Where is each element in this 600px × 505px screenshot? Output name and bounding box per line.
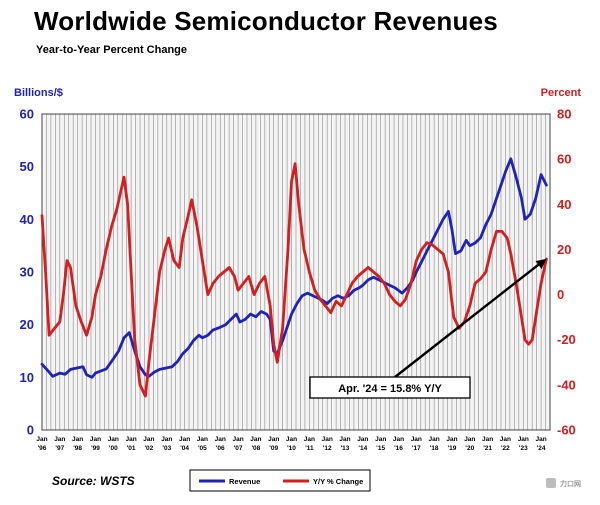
- x-tick-label: Jan: [518, 436, 529, 443]
- left-tick-label: 50: [20, 159, 34, 174]
- annotation-text: Apr. '24 = 15.8% Y/Y: [338, 383, 442, 395]
- x-tick-label: '96: [38, 445, 47, 452]
- annotation: Apr. '24 = 15.8% Y/Y: [309, 258, 547, 399]
- x-tick-label: '04: [180, 445, 189, 452]
- x-tick-label: '01: [127, 445, 136, 452]
- x-tick-label: '19: [448, 445, 457, 452]
- left-axis: 0 10 20 30 40 50 60: [20, 107, 34, 438]
- right-tick-label: -40: [557, 377, 576, 392]
- x-tick-label: Jan: [464, 436, 475, 443]
- x-tick-label: '99: [91, 445, 100, 452]
- x-tick-label: Jan: [161, 436, 172, 443]
- source-label: Source: WSTS: [52, 474, 135, 488]
- x-axis: Jan '96 Jan '97 Jan '98 Jan '99 Jan '00 Jan '01 Jan '…: [36, 436, 546, 452]
- watermark-logo: [546, 478, 556, 488]
- left-tick-label: 20: [20, 317, 34, 332]
- x-tick-label: '15: [376, 445, 385, 452]
- x-tick-label: '09: [269, 445, 278, 452]
- x-tick-label: '16: [394, 445, 403, 452]
- x-tick-label: Jan: [36, 436, 47, 443]
- x-tick-label: Jan: [535, 436, 546, 443]
- x-tick-label: Jan: [125, 436, 136, 443]
- annotation-arrow-head: [535, 258, 547, 269]
- x-tick-label: Jan: [108, 436, 119, 443]
- x-tick-label: '22: [501, 445, 510, 452]
- x-tick-label: Jan: [250, 436, 261, 443]
- x-tick-label: Jan: [72, 436, 83, 443]
- revenue-series-line: [40, 157, 548, 379]
- x-tick-label: Jan: [286, 436, 297, 443]
- annotation-box: [309, 376, 471, 399]
- x-tick-label: '07: [234, 445, 243, 452]
- x-tick-label: Jan: [304, 436, 315, 443]
- chart-subtitle: Year-to-Year Percent Change: [36, 44, 188, 56]
- left-tick-label: 40: [20, 212, 34, 227]
- legend-revenue-label: Revenue: [229, 477, 260, 486]
- chart-title: Worldwide Semiconductor Revenues: [34, 6, 498, 36]
- x-tick-label: '24: [537, 445, 546, 452]
- x-tick-label: Jan: [232, 436, 243, 443]
- legend: Revenue Y/Y % Change: [189, 469, 371, 492]
- right-axis-label: Percent: [541, 87, 582, 99]
- x-tick-label: '05: [198, 445, 207, 452]
- watermark-text: 力口网: [560, 479, 581, 488]
- plot-frame: [41, 113, 551, 431]
- x-tick-label: '12: [323, 445, 332, 452]
- legend-yy-label: Y/Y % Change: [313, 477, 363, 486]
- right-tick-label: 0: [557, 287, 564, 302]
- x-tick-label: '14: [358, 445, 367, 452]
- x-tick-label: '21: [483, 445, 492, 452]
- right-tick-label: 40: [557, 197, 571, 212]
- left-axis-label: Billions/$: [14, 87, 63, 99]
- x-tick-label: Jan: [268, 436, 279, 443]
- right-tick-label: 60: [557, 152, 571, 167]
- annotation-arrow-line: [394, 262, 541, 378]
- x-tick-label: '13: [341, 445, 350, 452]
- x-tick-label: Jan: [446, 436, 457, 443]
- right-tick-label: -20: [557, 332, 576, 347]
- x-tick-label: '06: [216, 445, 225, 452]
- x-tick-label: Jan: [393, 436, 404, 443]
- x-tick-label: '23: [519, 445, 528, 452]
- x-tick-label: '10: [287, 445, 296, 452]
- x-tick-label: '08: [252, 445, 261, 452]
- right-tick-label: -60: [557, 423, 576, 438]
- left-tick-label: 10: [20, 370, 34, 385]
- x-tick-label: Jan: [143, 436, 154, 443]
- left-tick-label: 60: [20, 107, 34, 122]
- right-axis: -60 -40 -20 0 20 40 60 80: [557, 107, 576, 438]
- x-tick-label: Jan: [411, 436, 422, 443]
- x-tick-label: '11: [305, 445, 314, 452]
- x-tick-label: '20: [465, 445, 474, 452]
- x-tick-label: '18: [430, 445, 439, 452]
- right-tick-label: 80: [557, 107, 571, 122]
- left-tick-label: 30: [20, 265, 34, 280]
- x-tick-label: '17: [412, 445, 421, 452]
- right-tick-label: 20: [557, 242, 571, 257]
- left-tick-label: 0: [27, 423, 34, 438]
- x-tick-label: Jan: [500, 436, 511, 443]
- x-tick-label: Jan: [322, 436, 333, 443]
- x-tick-label: Jan: [90, 436, 101, 443]
- x-tick-label: Jan: [54, 436, 65, 443]
- x-tick-label: Jan: [428, 436, 439, 443]
- watermark: 力口网: [546, 478, 581, 488]
- x-tick-label: Jan: [339, 436, 350, 443]
- legend-box: [189, 469, 371, 492]
- x-tick-label: '97: [55, 445, 64, 452]
- x-tick-label: '03: [162, 445, 171, 452]
- x-tick-label: '00: [109, 445, 118, 452]
- x-tick-label: Jan: [179, 436, 190, 443]
- x-tick-label: Jan: [197, 436, 208, 443]
- x-tick-label: Jan: [482, 436, 493, 443]
- x-tick-label: Jan: [215, 436, 226, 443]
- x-tick-label: Jan: [357, 436, 368, 443]
- x-tick-label: Jan: [375, 436, 386, 443]
- x-tick-label: '02: [145, 445, 154, 452]
- x-tick-label: '98: [73, 445, 82, 452]
